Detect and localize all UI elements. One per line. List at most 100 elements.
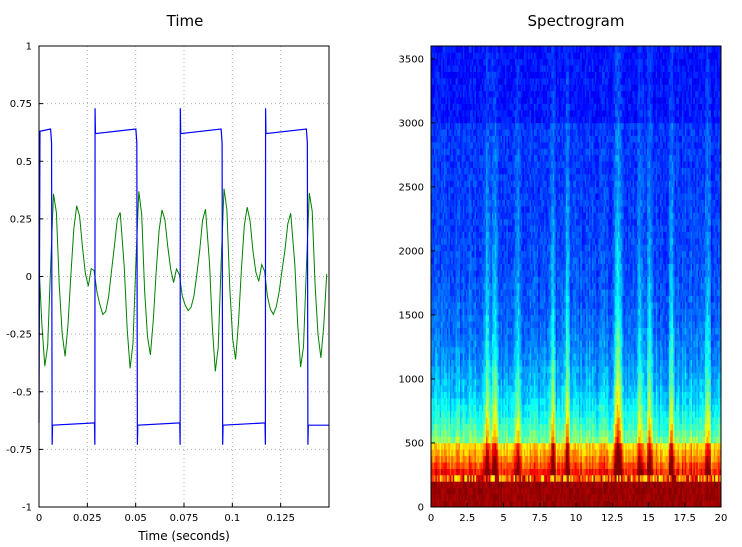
spectrogram-cell [506, 186, 509, 194]
spectrogram-cell [480, 468, 483, 476]
spectrogram-cell [525, 212, 527, 220]
spectrogram-cell [519, 391, 522, 399]
spectrogram-cell [454, 500, 456, 508]
spectrogram-cell [483, 167, 485, 175]
spectrogram-cell [473, 71, 475, 79]
spectrogram-cell [522, 167, 525, 175]
spectrogram-cell [513, 257, 516, 264]
spectrogram-cell [491, 193, 494, 200]
spectrogram-cell [446, 180, 449, 188]
spectrogram-cell [471, 321, 474, 329]
spectrogram-cell [512, 84, 514, 92]
spectrogram-cell [491, 385, 494, 393]
spectrogram-cell [464, 468, 467, 476]
spectrogram-cell [486, 391, 488, 399]
spectrogram-cell [518, 135, 520, 143]
spectrogram-cell [491, 97, 494, 104]
spectrogram-cell [503, 487, 506, 495]
spectrogram-cell [499, 129, 501, 136]
spectrogram-cell [489, 238, 491, 245]
spectrogram-cell [439, 442, 442, 450]
spectrogram-cell [525, 78, 527, 85]
spectrogram-cell [446, 84, 449, 92]
spectrogram-cell [528, 295, 530, 303]
spectrogram-cell [471, 340, 474, 348]
spectrogram-cell [464, 404, 467, 412]
spectrogram-cell [493, 65, 496, 72]
spectrogram-cell [462, 295, 465, 303]
spectrogram-cell [484, 449, 487, 457]
spectrogram-cell [496, 314, 498, 322]
spectrogram-cell [491, 314, 494, 322]
spectrogram-cell [520, 487, 523, 495]
spectrogram-cell [478, 359, 481, 367]
spectrogram-cell [449, 103, 452, 111]
spectrogram-cell [464, 148, 467, 156]
spectrogram-cell [449, 225, 452, 232]
spectrogram-cell [504, 276, 507, 284]
spectrogram-cell [433, 103, 436, 111]
spectrogram-cell [491, 481, 494, 489]
spectrogram-cell [503, 244, 506, 252]
spectrogram-cell [522, 302, 525, 309]
spectrogram-cell [490, 193, 493, 200]
spectrogram-cell [481, 321, 484, 329]
spectrogram-cell [474, 410, 477, 418]
spectrogram-cell [513, 340, 516, 348]
time-x-axis-label: Time (seconds) [137, 529, 230, 543]
spectrogram-cell [461, 302, 464, 309]
spectrogram-cell [461, 442, 464, 450]
spectrogram-cell [431, 78, 433, 85]
spectrogram-cell [487, 455, 490, 463]
time-x-tick-label: 0.05 [125, 513, 147, 524]
spectrogram-cell [455, 455, 458, 463]
spectrogram-cell [489, 302, 491, 309]
spectrogram-cell [519, 186, 522, 194]
spectrogram-cell [460, 391, 462, 399]
spectrogram-cell [496, 404, 498, 412]
spectrogram-cell [433, 161, 436, 168]
spectrogram-cell [509, 90, 512, 98]
spectrogram-cell [516, 436, 519, 444]
spectrogram-cell [454, 161, 456, 168]
spectrogram-cell [451, 212, 454, 220]
spectrogram-cell [520, 174, 523, 181]
spectrogram-cell [446, 52, 449, 60]
spectrogram-cell [528, 199, 530, 207]
spectrogram-cell [473, 436, 475, 444]
spectrogram-cell [513, 231, 516, 239]
spectrogram-cell [446, 103, 449, 111]
spectrogram-cell [477, 135, 480, 143]
spectrogram-cell [435, 58, 438, 66]
spectrogram-cell [468, 250, 471, 258]
spectrogram-cell [481, 129, 484, 136]
spectrogram-cell [448, 423, 451, 431]
spectrogram-cell [503, 142, 506, 149]
spectrogram-cell [520, 116, 523, 124]
spectrogram-cell [446, 308, 449, 316]
spectrogram-cell [520, 135, 523, 143]
spectrogram-cell [464, 103, 467, 111]
spectrogram-cell [497, 340, 500, 348]
spectrogram-cell [445, 199, 448, 207]
spectrogram-cell [439, 238, 442, 245]
spectrogram-cell [516, 455, 519, 463]
spectrogram-cell [528, 129, 530, 136]
spectrogram-cell [503, 84, 506, 92]
spectrogram-cell [513, 353, 516, 361]
spectrogram-cell [494, 206, 497, 213]
spectrogram-cell [519, 58, 522, 66]
spectrogram-cell [458, 378, 461, 386]
spectrogram-cell [477, 142, 480, 149]
spectrogram-cell [520, 225, 523, 232]
spectrogram-cell [478, 199, 481, 207]
spectrogram-cell [512, 180, 514, 188]
spectrogram-cell [441, 500, 443, 508]
spectrogram-cell [481, 193, 484, 200]
spectrogram-cell [490, 321, 493, 329]
spectrogram-cell [464, 58, 467, 66]
spectrogram-cell [451, 129, 454, 136]
spectrogram-cell [439, 302, 442, 309]
spectrogram-cell [468, 346, 471, 354]
spectrogram-cell [523, 346, 526, 354]
